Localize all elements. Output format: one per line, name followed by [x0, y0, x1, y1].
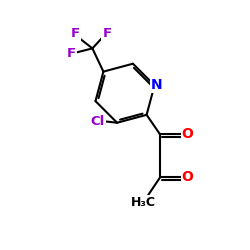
Text: F: F	[71, 27, 80, 40]
Text: F: F	[102, 27, 112, 40]
Text: N: N	[151, 78, 163, 92]
Text: H₃C: H₃C	[131, 196, 156, 209]
Text: O: O	[182, 128, 194, 141]
Text: O: O	[182, 170, 194, 184]
Text: Cl: Cl	[90, 115, 105, 128]
Text: F: F	[67, 47, 76, 60]
